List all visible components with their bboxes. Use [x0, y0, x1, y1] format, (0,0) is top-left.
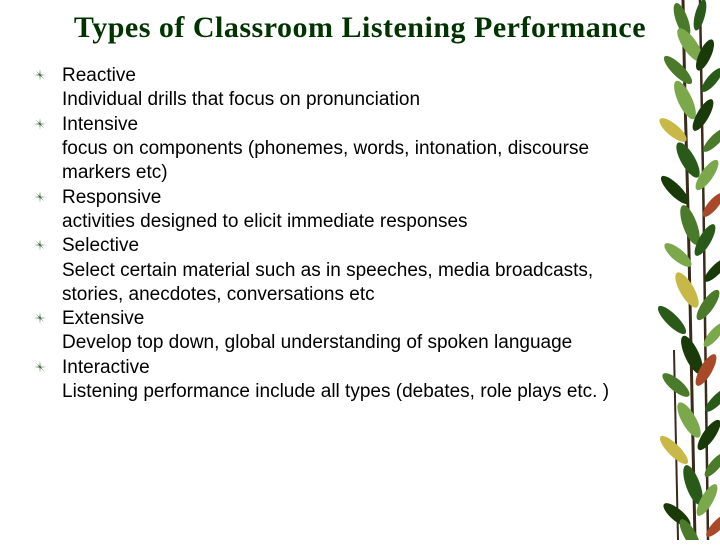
list-item: Intensive focus on components (phonemes,…: [28, 113, 640, 186]
slide: Types of Classroom Listening Performance…: [0, 0, 720, 540]
list-item: Interactive Listening performance includ…: [28, 356, 640, 405]
starburst-icon: [28, 356, 62, 376]
starburst-icon: [28, 234, 62, 254]
item-heading: Reactive: [62, 64, 640, 88]
list-item: Extensive Develop top down, global under…: [28, 307, 640, 356]
item-heading: Interactive: [62, 356, 640, 380]
list-item-text: Reactive Individual drills that focus on…: [62, 64, 640, 113]
list-item: Selective Select certain material such a…: [28, 234, 640, 307]
bullet-list: Reactive Individual drills that focus on…: [0, 46, 660, 404]
item-heading: Extensive: [62, 307, 640, 331]
starburst-icon: [28, 64, 62, 84]
starburst-icon: [28, 186, 62, 206]
item-desc: Select certain material such as in speec…: [62, 259, 640, 308]
list-item-text: Extensive Develop top down, global under…: [62, 307, 640, 356]
list-item-text: Interactive Listening performance includ…: [62, 356, 640, 405]
item-heading: Responsive: [62, 186, 640, 210]
item-desc: activities designed to elicit immediate …: [62, 210, 640, 234]
item-desc: focus on components (phonemes, words, in…: [62, 137, 640, 186]
list-item-text: Intensive focus on components (phonemes,…: [62, 113, 640, 186]
starburst-icon: [28, 307, 62, 327]
item-desc: Individual drills that focus on pronunci…: [62, 88, 640, 112]
item-desc: Develop top down, global understanding o…: [62, 331, 640, 355]
slide-title: Types of Classroom Listening Performance: [0, 0, 720, 46]
starburst-icon: [28, 113, 62, 133]
list-item: Reactive Individual drills that focus on…: [28, 64, 640, 113]
item-desc: Listening performance include all types …: [62, 380, 640, 404]
item-heading: Intensive: [62, 113, 640, 137]
list-item-text: Selective Select certain material such a…: [62, 234, 640, 307]
list-item: Responsive activities designed to elicit…: [28, 186, 640, 235]
list-item-text: Responsive activities designed to elicit…: [62, 186, 640, 235]
item-heading: Selective: [62, 234, 640, 258]
